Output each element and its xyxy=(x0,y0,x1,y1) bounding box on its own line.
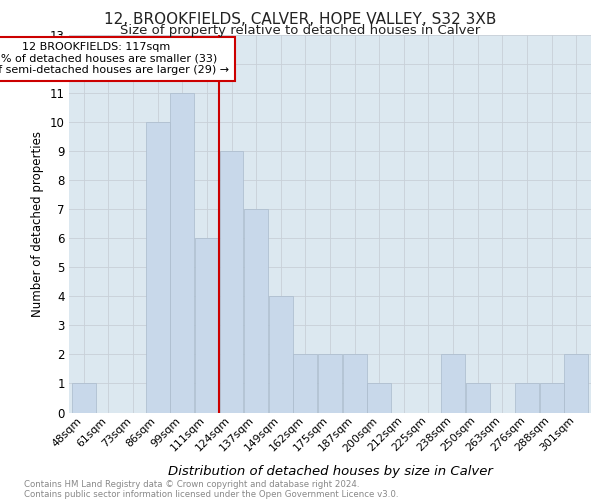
Bar xyxy=(72,384,96,412)
Bar xyxy=(318,354,342,412)
Text: Contains HM Land Registry data © Crown copyright and database right 2024.
Contai: Contains HM Land Registry data © Crown c… xyxy=(24,480,398,499)
Bar xyxy=(269,296,293,412)
Bar xyxy=(293,354,317,412)
Bar xyxy=(146,122,170,412)
Bar xyxy=(170,93,194,412)
Bar xyxy=(195,238,219,412)
Bar xyxy=(515,384,539,412)
Text: 12 BROOKFIELDS: 117sqm
← 53% of detached houses are smaller (33)
47% of semi-det: 12 BROOKFIELDS: 117sqm ← 53% of detached… xyxy=(0,42,229,76)
Bar xyxy=(539,384,563,412)
Bar xyxy=(367,384,391,412)
Bar xyxy=(466,384,490,412)
Text: 12, BROOKFIELDS, CALVER, HOPE VALLEY, S32 3XB: 12, BROOKFIELDS, CALVER, HOPE VALLEY, S3… xyxy=(104,12,496,28)
Bar xyxy=(244,209,268,412)
Bar xyxy=(441,354,465,412)
X-axis label: Distribution of detached houses by size in Calver: Distribution of detached houses by size … xyxy=(167,464,493,477)
Text: Size of property relative to detached houses in Calver: Size of property relative to detached ho… xyxy=(120,24,480,37)
Bar xyxy=(220,151,244,412)
Bar xyxy=(343,354,367,412)
Bar xyxy=(564,354,588,412)
Y-axis label: Number of detached properties: Number of detached properties xyxy=(31,130,44,317)
